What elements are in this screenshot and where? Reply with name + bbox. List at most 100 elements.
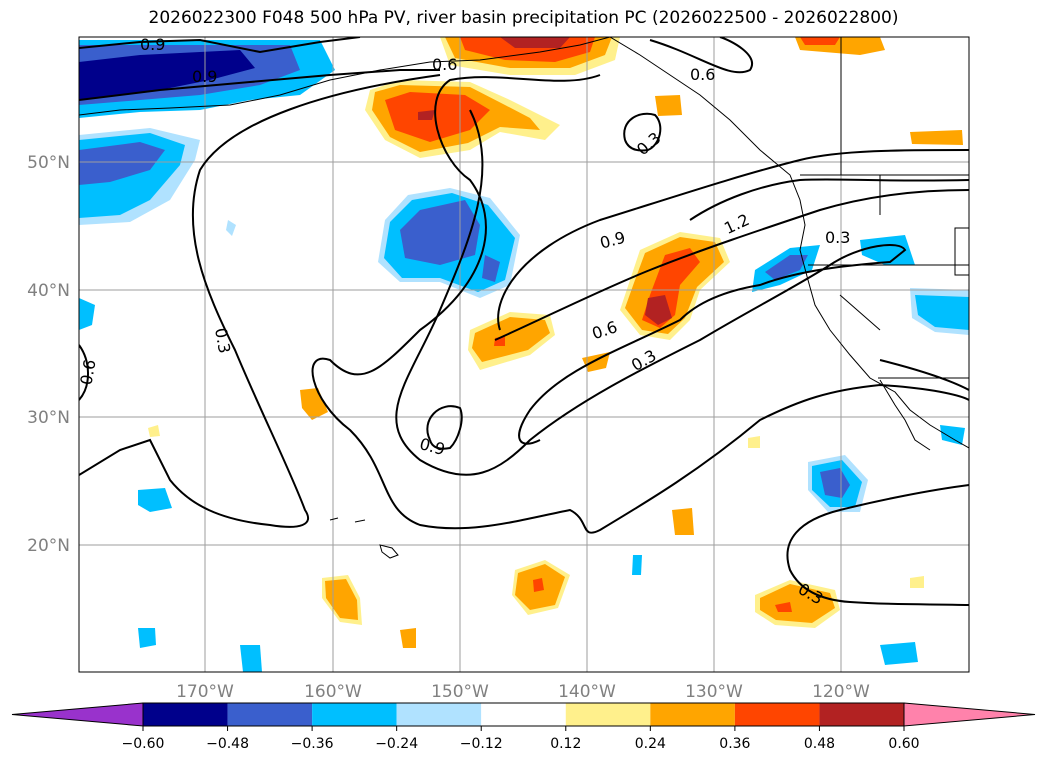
- shade-small-orange-3: [400, 628, 416, 648]
- colorbar-cells: [11, 702, 1036, 727]
- coastlines: [79, 37, 969, 559]
- map-frame: [78, 36, 970, 673]
- colorbar: −0.60 −0.48 −0.36 −0.24 −0.12 0.12 0.24 0.36 0.4…: [11, 702, 1036, 752]
- panhandle-coast: [609, 37, 969, 449]
- colorbar-cell: [481, 703, 566, 726]
- contour-0.9-nw: [79, 37, 361, 54]
- shade-small-yellow-2: [748, 436, 760, 448]
- colorbar-cell: [227, 703, 313, 726]
- colorbar-tick-label: 0.60: [888, 736, 919, 752]
- contour-0.9-loop: [497, 149, 969, 331]
- contour-0.6-main: [395, 109, 907, 476]
- contour-label: 0.9: [418, 434, 448, 459]
- lat-label: 30°N: [27, 408, 70, 428]
- shade-rockies: [915, 295, 969, 330]
- colorbar-tick-label: 0.12: [550, 736, 581, 752]
- contour-0.3-small-ring: [623, 112, 662, 152]
- contour-label: 0.9: [140, 35, 165, 54]
- shade-small-blue-1: [138, 628, 156, 648]
- colorbar-cell: [650, 703, 735, 726]
- shade-mexico-core: [820, 468, 850, 498]
- shade-se-pacific-core: [775, 602, 792, 612]
- colorbar-tick-label: 0.24: [635, 736, 666, 752]
- lon-label: 170°W: [176, 682, 234, 702]
- shade-hawaii-west: [138, 488, 172, 512]
- shade-oregon-offshore-deep: [645, 295, 672, 325]
- lat-label: 20°N: [27, 536, 70, 556]
- colorbar-cell: [143, 703, 228, 726]
- contour-0.3-south: [786, 484, 969, 606]
- contour-label: 0.3: [825, 228, 850, 247]
- shade-small-yellow-1: [148, 425, 160, 437]
- shade-west-edge-30n: [79, 298, 95, 330]
- colorbar-tick-label: −0.36: [291, 736, 334, 752]
- shade-canada-interior: [910, 130, 963, 145]
- shade-bc-coast: [655, 95, 682, 116]
- shade-ne-pacific-deep: [418, 110, 435, 120]
- shade-small-yellow-3: [910, 576, 924, 588]
- contour-0.3-main: [79, 74, 441, 528]
- shade-central-pacific-core2: [482, 255, 500, 282]
- shade-small-blue-3: [632, 555, 642, 575]
- contour-label: 0.3: [628, 346, 660, 375]
- contour-label: 0.9: [192, 67, 217, 86]
- shade-west-pacific-core: [79, 142, 165, 185]
- shade-ne-pacific-core: [385, 92, 490, 142]
- colorbar-tick-label: −0.12: [460, 736, 503, 752]
- colorbar-extend-low: [11, 702, 144, 727]
- gridlines: [79, 37, 969, 672]
- lon-label: 130°W: [685, 682, 743, 702]
- shade-baja-south: [940, 425, 965, 445]
- contour-0.3-east: [311, 74, 969, 534]
- contour-0.9-inner: [494, 189, 969, 341]
- colorbar-cell: [396, 703, 482, 726]
- colorbar-cell: [734, 703, 820, 726]
- hawaii-islands: [329, 517, 399, 559]
- shade-small-blue-4: [880, 642, 918, 665]
- lat-label: 40°N: [27, 281, 70, 301]
- contour-1.2: [689, 178, 969, 221]
- lon-label: 140°W: [558, 682, 616, 702]
- contour-0.9-small: [426, 405, 463, 450]
- colorbar-cell: [565, 703, 651, 726]
- pv-contours: [79, 37, 969, 606]
- shade-small-orange-2: [672, 508, 694, 535]
- shade-small-orange-1: [300, 388, 328, 420]
- colorbar-extend-high: [903, 702, 1036, 727]
- lon-label: 120°W: [812, 682, 870, 702]
- colorbar-cell: [312, 703, 397, 726]
- shade-small-blue-5: [226, 220, 236, 236]
- shade-north-pacific-deep: [500, 37, 570, 48]
- state-box: [879, 175, 969, 276]
- shade-gulf-alaska-core: [79, 50, 255, 100]
- longitude-labels: 170°W 160°W 150°W 140°W 130°W 120°W: [176, 682, 870, 702]
- contour-label: 0.6: [76, 358, 99, 386]
- contour-label: 0.3: [211, 326, 234, 354]
- colorbar-tick-label: −0.24: [375, 736, 418, 752]
- colorbar-tick-label: 0.48: [804, 736, 835, 752]
- shade-subtropical-band: [472, 317, 550, 362]
- contour-label: 0.6: [590, 317, 620, 343]
- contour-label: 0.9: [598, 228, 628, 253]
- contour-0.6-west: [79, 344, 89, 401]
- map-title: 2026022300 F048 500 hPa PV, river basin …: [148, 8, 899, 28]
- shade-california-core: [765, 255, 808, 280]
- latitude-labels: 50°N 40°N 30°N 20°N: [27, 153, 70, 556]
- colorbar-cell: [819, 703, 904, 726]
- lon-label: 150°W: [431, 682, 489, 702]
- colorbar-tick-label: −0.48: [206, 736, 249, 752]
- contour-0.6-east: [649, 37, 753, 74]
- colorbar-tick-label: 0.36: [719, 736, 750, 752]
- baja-coast: [879, 379, 931, 451]
- map-canvas: 0.9 0.9 0.6 0.6 0.3 1.2 0.3 0.9 0.6 0.3 …: [76, 35, 969, 672]
- colorbar-tick-label: −0.60: [122, 736, 165, 752]
- contour-label: 0.6: [690, 65, 715, 84]
- colorbar-frame: [142, 702, 905, 727]
- colorbar-ticks: −0.60 −0.48 −0.36 −0.24 −0.12 0.12 0.24 0.36 0.4…: [122, 726, 920, 752]
- contour-0.3-se: [879, 359, 969, 391]
- us-state-border-2: [839, 294, 881, 331]
- contour-0.6-nw: [79, 69, 440, 101]
- lon-label: 160°W: [304, 682, 362, 702]
- shade-small-blue-2: [240, 645, 262, 672]
